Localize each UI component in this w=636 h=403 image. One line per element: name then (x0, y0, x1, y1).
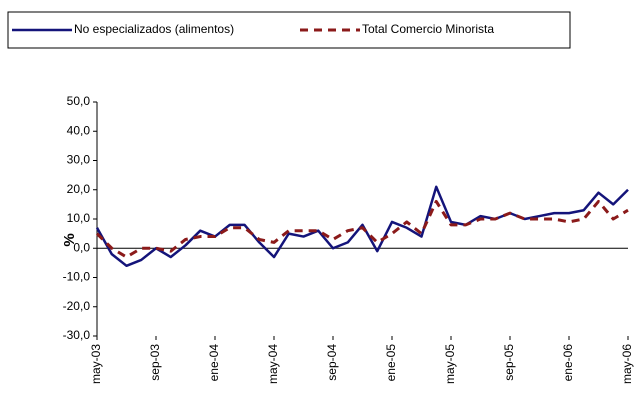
series-line (95, 199, 629, 259)
legend-label: Total Comercio Minorista (362, 22, 494, 36)
legend-box (7, 11, 571, 49)
x-tick-label: may-05 (443, 344, 457, 384)
x-tick-label: sep-04 (325, 344, 339, 381)
y-tick-label: -30,0 (63, 328, 91, 342)
x-tick-label: may-06 (620, 344, 634, 384)
x-tick-label: may-03 (89, 344, 103, 384)
x-tick-label: may-04 (266, 344, 280, 384)
series-line (95, 185, 629, 268)
x-tick-label: ene-05 (384, 344, 398, 382)
y-tick-label: 20,0 (67, 182, 91, 196)
x-tick-label: sep-05 (502, 344, 516, 381)
y-tick-label: -20,0 (63, 299, 91, 313)
x-tick-label: sep-03 (148, 344, 162, 381)
y-tick-label: 50,0 (67, 94, 91, 108)
y-tick-label: 10,0 (67, 211, 91, 225)
legend-label: No especializados (alimentos) (74, 22, 234, 36)
y-tick-label: 0,0 (73, 240, 90, 254)
y-tick-label: -10,0 (63, 270, 91, 284)
y-axis-label: % (61, 233, 78, 246)
y-tick-label: 40,0 (67, 123, 91, 137)
x-tick-label: ene-04 (207, 344, 221, 382)
y-tick-label: 30,0 (67, 153, 91, 167)
x-tick-label: ene-06 (561, 344, 575, 382)
